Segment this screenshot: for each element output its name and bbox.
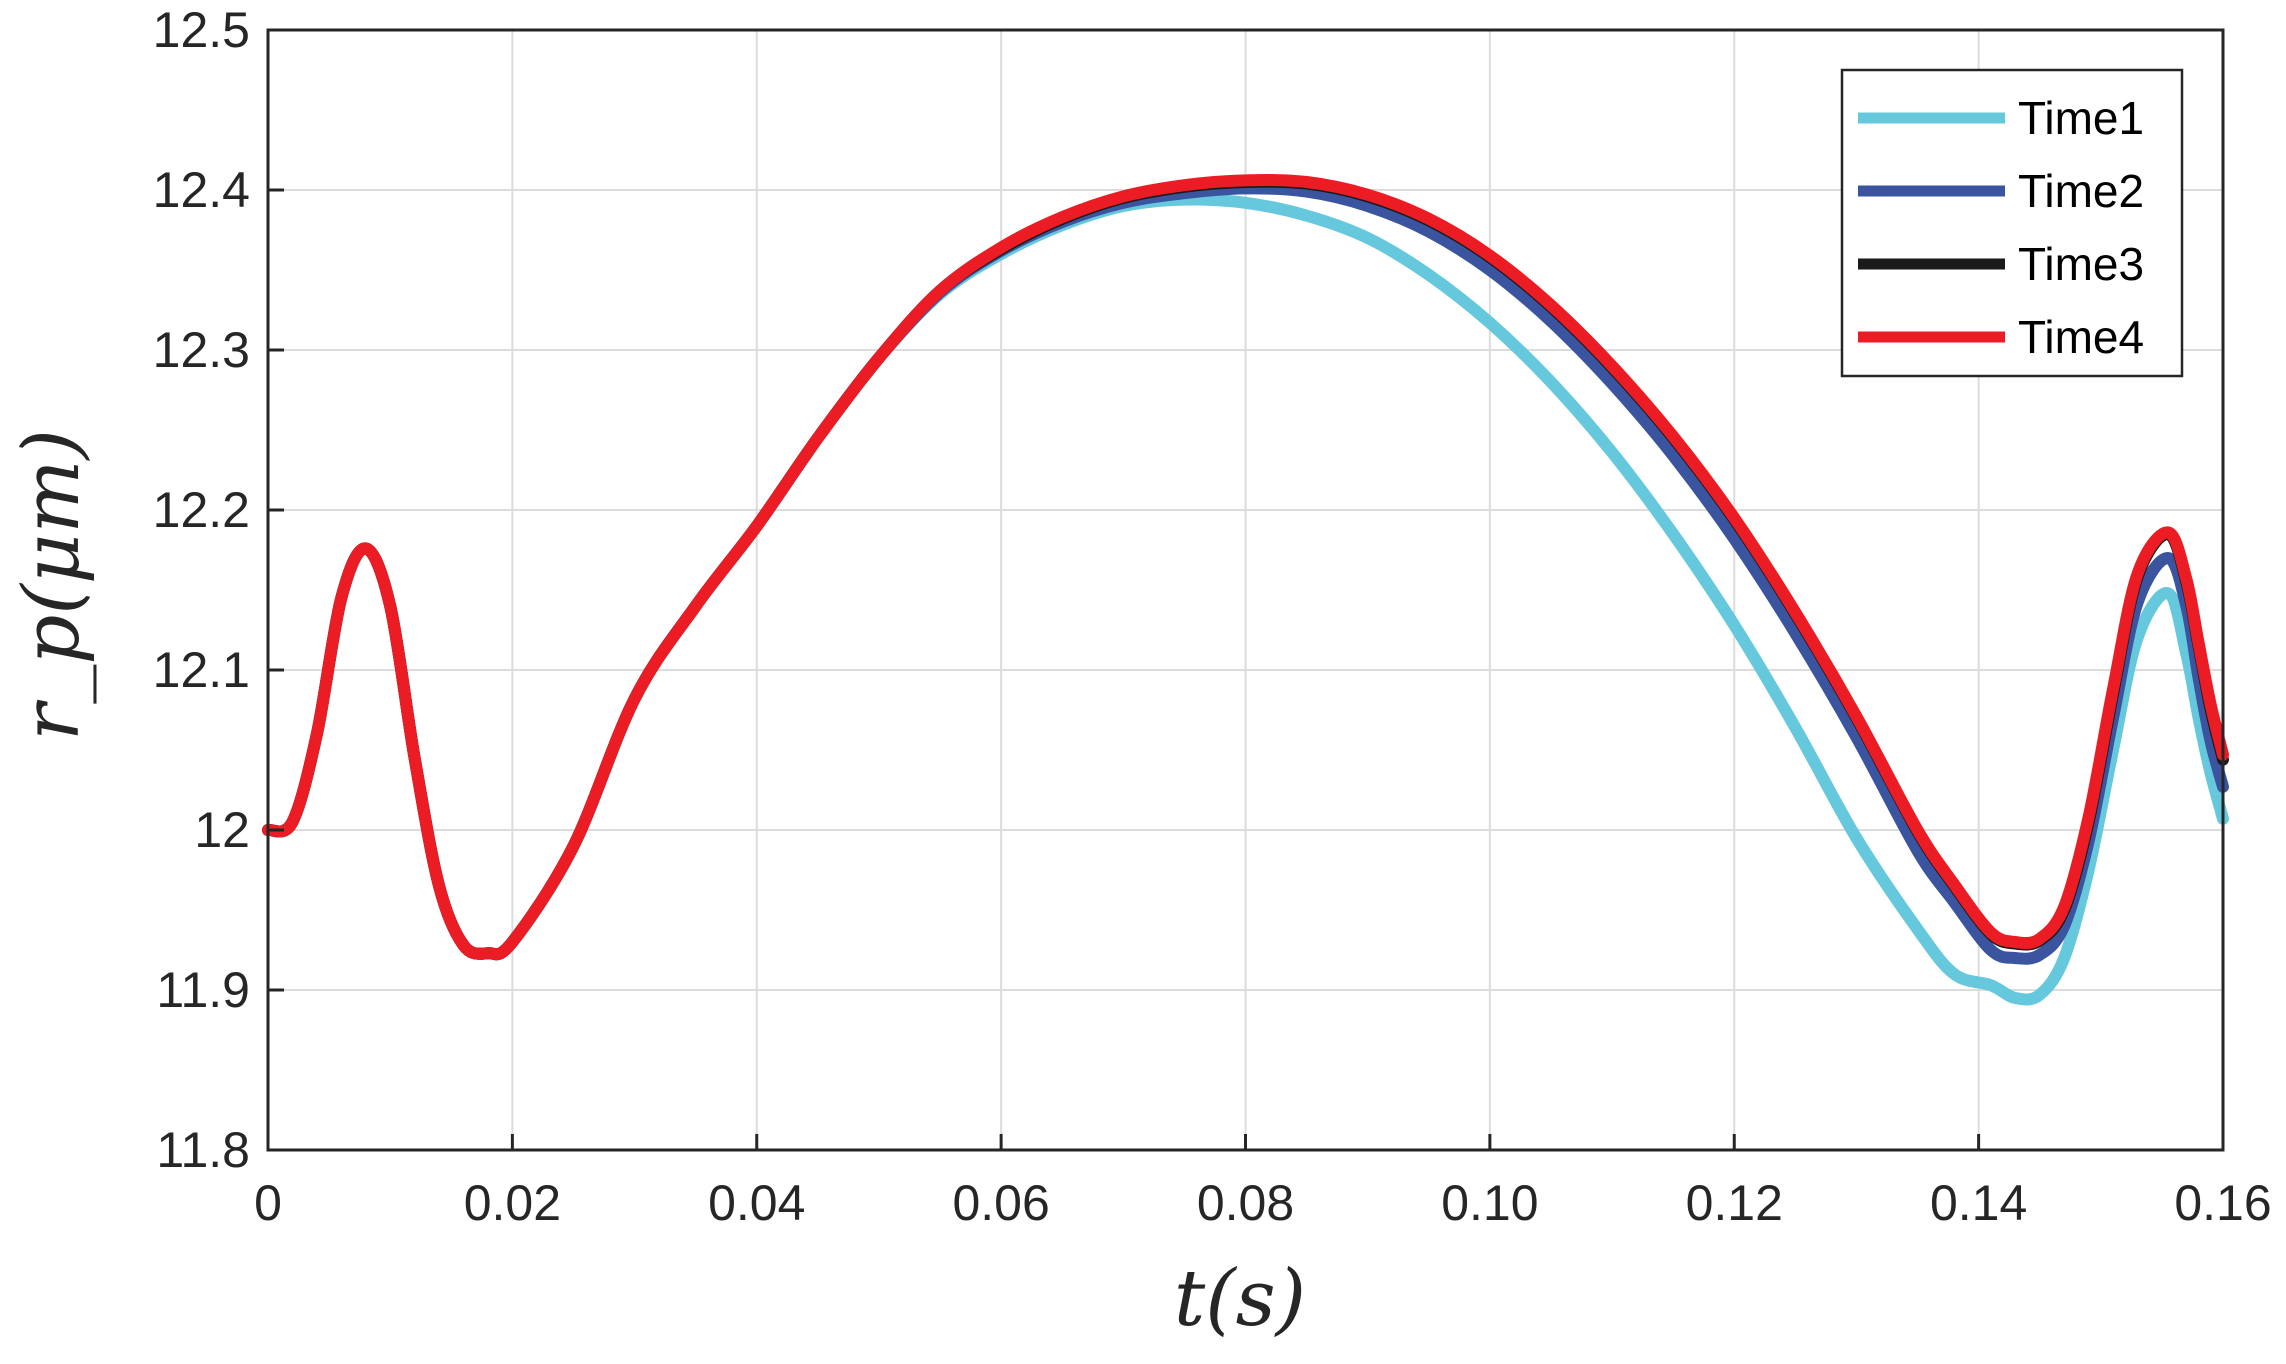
x-tick-label: 0 [254, 1175, 282, 1231]
legend-label-time1: Time1 [2018, 92, 2144, 144]
y-tick-label: 11.8 [156, 1122, 250, 1178]
grid [268, 30, 2223, 1150]
x-tick-label: 0.04 [708, 1175, 805, 1231]
plot-area-border [266, 28, 2225, 1152]
y-tick-label: 12.3 [153, 322, 250, 378]
y-tick-labels: 11.8 11.9 12 12.1 12.2 12.3 12.4 12.5 [153, 2, 250, 1178]
y-tick-label: 11.9 [156, 962, 250, 1018]
y-tick-label: 12 [194, 802, 250, 858]
series-lines [262, 174, 2229, 1006]
x-tick-label: 0.10 [1441, 1175, 1538, 1231]
legend-label-time3: Time3 [2018, 238, 2144, 290]
axes [266, 28, 2225, 1152]
x-tick-label: 0.08 [1197, 1175, 1294, 1231]
legend: Time1 Time2 Time3 Time4 [1840, 68, 2184, 378]
x-tick-label: 0.12 [1686, 1175, 1783, 1231]
x-tick-label: 0.06 [952, 1175, 1049, 1231]
y-axis-label: r_p(μm) [7, 429, 97, 741]
x-tick-label: 0.16 [2174, 1175, 2271, 1231]
legend-label-time4: Time4 [2018, 311, 2144, 363]
x-axis-label: t(s) [1174, 1254, 1306, 1344]
y-tick-label: 12.5 [153, 2, 250, 58]
series-line-time4 [262, 174, 2229, 961]
y-tick-label: 12.4 [153, 162, 250, 218]
x-tick-labels: 0 0.02 0.04 0.06 0.08 0.10 0.12 0.14 0.16 [254, 1175, 2272, 1231]
x-tick-label: 0.02 [464, 1175, 561, 1231]
y-tick-label: 12.1 [153, 642, 250, 698]
x-tick-label: 0.14 [1930, 1175, 2027, 1231]
y-tick-label: 12.2 [153, 482, 250, 538]
legend-label-time2: Time2 [2018, 165, 2144, 217]
